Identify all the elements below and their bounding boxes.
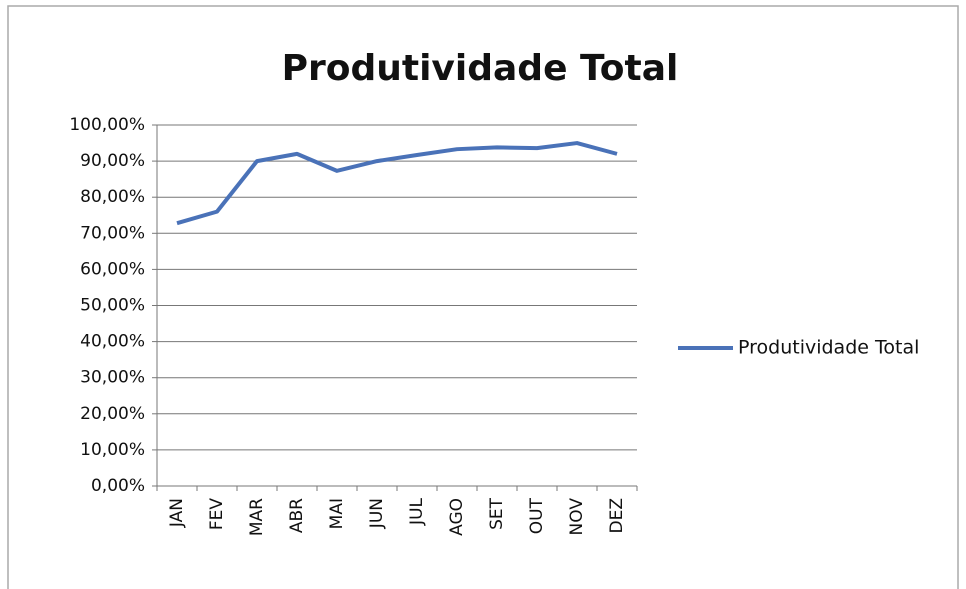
- x-tick-label: ABR: [287, 498, 307, 533]
- y-tick-label: 80,00%: [80, 187, 145, 207]
- chart-title: Produtividade Total: [282, 48, 679, 89]
- x-tick-label: JAN: [167, 498, 187, 528]
- y-tick-label: 30,00%: [80, 368, 145, 388]
- y-tick-label: 40,00%: [80, 332, 145, 352]
- x-tick-label: OUT: [527, 497, 547, 534]
- x-tick-label: SET: [487, 497, 507, 530]
- x-tick-label: MAR: [247, 498, 267, 536]
- y-tick-label: 0,00%: [91, 476, 145, 496]
- y-tick-label: 70,00%: [80, 223, 145, 243]
- x-tick-label: JUL: [407, 497, 427, 525]
- y-tick-label: 100,00%: [69, 115, 145, 135]
- x-tick-label: DEZ: [607, 498, 627, 533]
- x-tick-label: AGO: [447, 498, 467, 536]
- data-line: [176, 141, 618, 226]
- y-tick-label: 90,00%: [80, 151, 145, 171]
- x-tick-label: JUN: [367, 498, 387, 529]
- x-tick-label: FEV: [207, 498, 227, 531]
- legend-label: Produtividade Total: [738, 337, 919, 359]
- y-tick-label: 60,00%: [80, 259, 145, 279]
- y-tick-label: 10,00%: [80, 440, 145, 460]
- chart-frame: [7, 5, 959, 589]
- y-tick-label: 50,00%: [80, 296, 145, 316]
- y-tick-label: 20,00%: [80, 404, 145, 424]
- x-tick-label: MAI: [327, 498, 347, 529]
- x-tick-label: NOV: [567, 498, 587, 536]
